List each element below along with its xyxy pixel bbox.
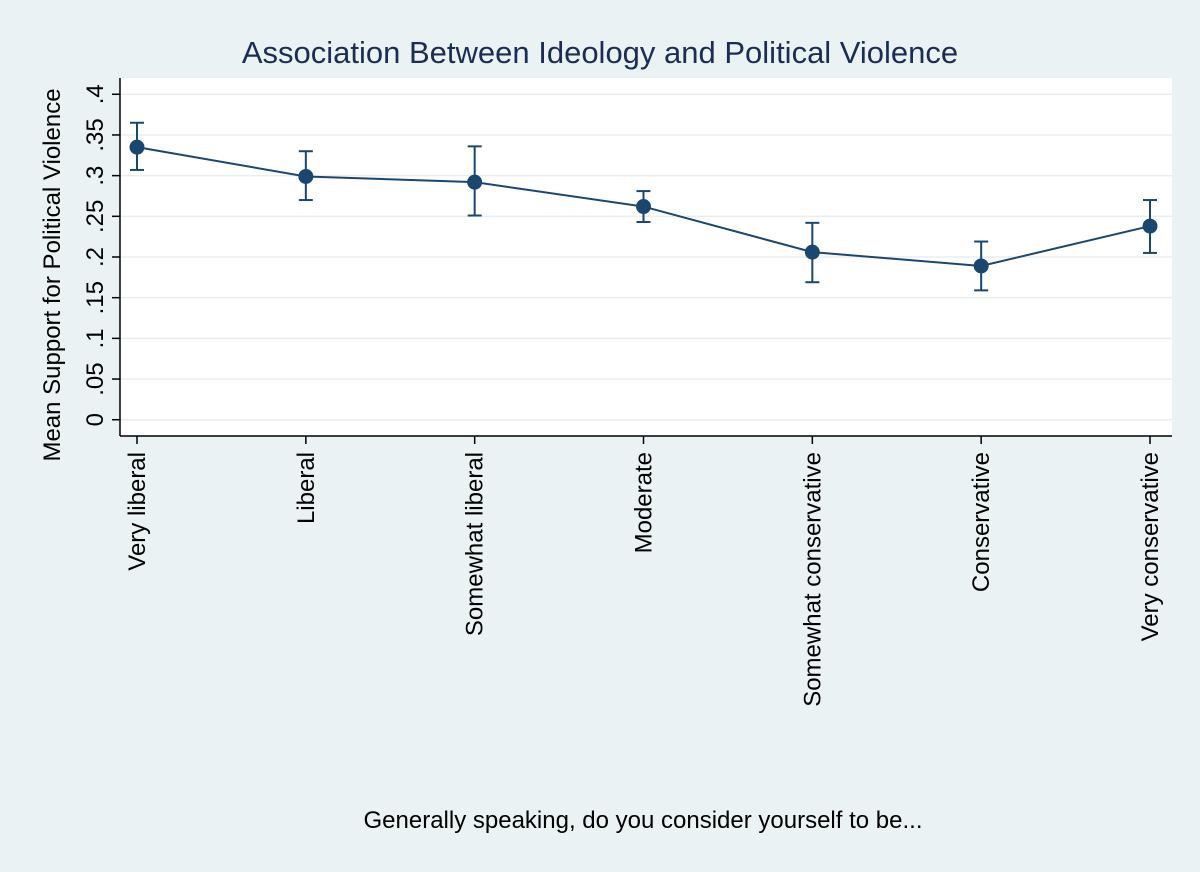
x-tick-label: Somewhat conservative xyxy=(799,452,826,707)
y-axis-ticks: 0 .05 .1 .15 .2 .25 .3 .35 .4 xyxy=(82,84,120,426)
y-tick-label: .1 xyxy=(82,328,109,348)
y-axis-label: Mean Support for Political Violence xyxy=(39,88,66,461)
data-point xyxy=(636,199,651,215)
x-axis-ticks: Very liberal Liberal Somewhat liberal Moder… xyxy=(124,436,1164,707)
y-tick-label: .3 xyxy=(82,166,109,186)
data-point xyxy=(1142,218,1158,234)
data-point xyxy=(804,244,820,260)
x-tick-label: Liberal xyxy=(293,452,320,524)
chart-title: Association Between Ideology and Politic… xyxy=(242,35,958,70)
y-tick-label: .4 xyxy=(82,84,109,104)
x-tick-label: Very liberal xyxy=(124,452,151,571)
x-tick-label: Moderate xyxy=(631,452,658,553)
y-tick-label: .15 xyxy=(82,281,109,314)
y-tick-label: .35 xyxy=(82,118,109,151)
y-tick-label: .25 xyxy=(82,200,109,233)
data-point xyxy=(973,258,989,274)
y-tick-label: 0 xyxy=(82,413,109,426)
x-tick-label: Very conservative xyxy=(1137,452,1164,641)
data-point xyxy=(298,168,314,184)
x-tick-label: Somewhat liberal xyxy=(462,452,489,636)
data-point xyxy=(129,139,145,155)
x-axis-label: Generally speaking, do you consider your… xyxy=(364,807,923,834)
series-group xyxy=(129,121,1158,292)
data-point xyxy=(467,174,483,190)
gridlines xyxy=(120,93,1172,421)
x-tick-label: Conservative xyxy=(968,452,995,592)
y-tick-label: .2 xyxy=(82,247,109,267)
y-tick-label: .05 xyxy=(82,362,109,395)
